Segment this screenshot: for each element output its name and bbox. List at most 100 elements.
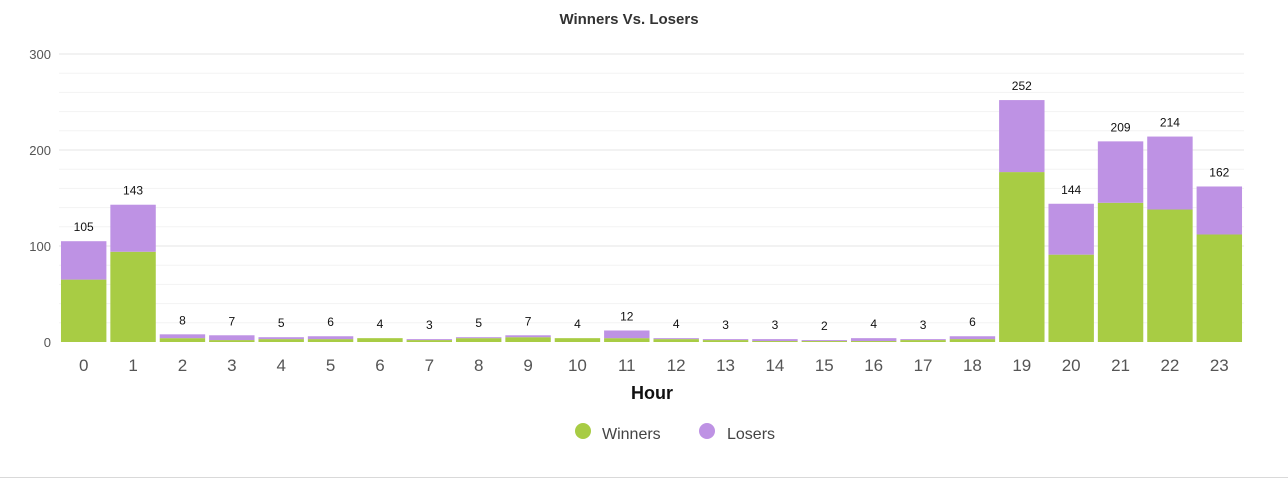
y-axis: 0 100 200 300 (29, 47, 51, 350)
bar-losers-19[interactable] (999, 100, 1045, 173)
y-tick-label: 0 (44, 335, 51, 350)
x-tick-label-16: 16 (864, 356, 883, 375)
bar-losers-8[interactable] (455, 337, 502, 339)
data-label-18: 6 (969, 315, 976, 329)
bar-winners-7[interactable] (406, 340, 453, 342)
bar-winners-23[interactable] (1196, 234, 1243, 342)
data-label-13: 3 (722, 318, 729, 332)
bar-winners-19[interactable] (999, 172, 1045, 342)
bar-losers-22[interactable] (1147, 136, 1193, 210)
x-axis: 0 1 2 3 4 5 6 7 8 9 10 11 12 13 14 15 16 17 18 19 20 21 22 23 (79, 356, 1229, 375)
data-label-0: 105 (74, 220, 94, 234)
bar-losers-3[interactable] (209, 335, 255, 341)
bar-losers-7[interactable] (406, 339, 453, 341)
bar-losers-20[interactable] (1048, 203, 1094, 255)
data-label-9: 7 (525, 314, 532, 328)
data-label-14: 3 (772, 318, 779, 332)
x-tick-label-3: 3 (227, 356, 236, 375)
data-label-23: 162 (1209, 165, 1229, 179)
bar-winners-3[interactable] (209, 340, 255, 342)
bar-losers-0[interactable] (60, 241, 107, 280)
grid (59, 53, 1244, 324)
bar-winners-18[interactable] (949, 339, 996, 342)
bar-winners-6[interactable] (357, 338, 403, 342)
x-tick-label-18: 18 (963, 356, 982, 375)
x-tick-label-15: 15 (815, 356, 834, 375)
bar-winners-12[interactable] (653, 339, 699, 342)
data-label-3: 7 (228, 314, 235, 328)
bar-losers-5[interactable] (307, 336, 354, 340)
x-tick-label-13: 13 (716, 356, 735, 375)
bar-losers-15[interactable] (801, 340, 848, 342)
legend-item-losers[interactable]: Losers (699, 423, 775, 443)
x-axis-label: Hour (631, 383, 673, 403)
x-tick-label-21: 21 (1111, 356, 1130, 375)
data-label-8: 5 (475, 316, 482, 330)
bar-losers-16[interactable] (850, 338, 897, 342)
bar-losers-11[interactable] (604, 330, 650, 339)
bar-winners-16[interactable] (850, 341, 897, 342)
bar-losers-9[interactable] (505, 335, 551, 338)
data-label-22: 214 (1160, 116, 1180, 130)
bar-losers-2[interactable] (159, 334, 206, 339)
bar-winners-5[interactable] (307, 339, 354, 342)
data-label-11: 12 (620, 309, 634, 323)
chart-title: Winners Vs. Losers (559, 11, 698, 28)
x-tick-label-20: 20 (1062, 356, 1081, 375)
bar-losers-21[interactable] (1097, 141, 1144, 203)
bar-winners-10[interactable] (554, 338, 601, 342)
bar-winners-22[interactable] (1147, 209, 1193, 342)
bar-winners-11[interactable] (604, 338, 650, 342)
bar-losers-14[interactable] (752, 339, 798, 342)
bar-winners-14[interactable] (752, 341, 798, 342)
bar-winners-21[interactable] (1097, 202, 1144, 342)
bar-winners-8[interactable] (455, 338, 502, 342)
bar-losers-4[interactable] (258, 337, 304, 340)
data-label-17: 3 (920, 318, 927, 332)
x-tick-label-22: 22 (1160, 356, 1179, 375)
legend-marker-winners (575, 423, 591, 439)
bars (60, 100, 1243, 342)
bar-winners-1[interactable] (110, 251, 156, 342)
bar-winners-13[interactable] (702, 340, 749, 342)
bar-winners-17[interactable] (900, 340, 946, 342)
x-tick-label-11: 11 (618, 356, 636, 375)
data-label-21: 209 (1111, 120, 1131, 134)
legend: Winners Losers (575, 423, 775, 443)
legend-item-winners[interactable]: Winners (575, 423, 661, 443)
data-label-5: 6 (327, 315, 334, 329)
x-tick-label-1: 1 (128, 356, 137, 375)
data-label-6: 4 (377, 317, 384, 331)
bar-losers-1[interactable] (110, 204, 156, 252)
x-tick-label-0: 0 (79, 356, 88, 375)
bar-winners-0[interactable] (60, 279, 107, 342)
y-tick-label: 300 (29, 47, 51, 62)
bar-losers-12[interactable] (653, 338, 699, 340)
data-label-12: 4 (673, 317, 680, 331)
x-tick-label-23: 23 (1210, 356, 1229, 375)
data-label-7: 3 (426, 318, 433, 332)
y-tick-label: 100 (29, 239, 51, 254)
data-label-4: 5 (278, 316, 285, 330)
bar-winners-9[interactable] (505, 337, 551, 342)
bar-losers-23[interactable] (1196, 186, 1243, 235)
x-tick-label-10: 10 (568, 356, 587, 375)
data-label-16: 4 (870, 317, 877, 331)
legend-marker-losers (699, 423, 715, 439)
x-tick-label-8: 8 (474, 356, 483, 375)
x-tick-label-14: 14 (765, 356, 784, 375)
y-tick-label: 200 (29, 143, 51, 158)
bar-winners-4[interactable] (258, 339, 304, 342)
data-label-10: 4 (574, 317, 581, 331)
bar-losers-18[interactable] (949, 336, 996, 340)
bar-losers-13[interactable] (702, 339, 749, 341)
data-label-20: 144 (1061, 183, 1081, 197)
x-tick-label-9: 9 (523, 356, 532, 375)
bar-winners-2[interactable] (159, 338, 206, 342)
bar-winners-15[interactable] (801, 341, 848, 342)
legend-label-losers: Losers (727, 426, 775, 443)
bar-winners-20[interactable] (1048, 254, 1094, 342)
bar-losers-17[interactable] (900, 339, 946, 341)
